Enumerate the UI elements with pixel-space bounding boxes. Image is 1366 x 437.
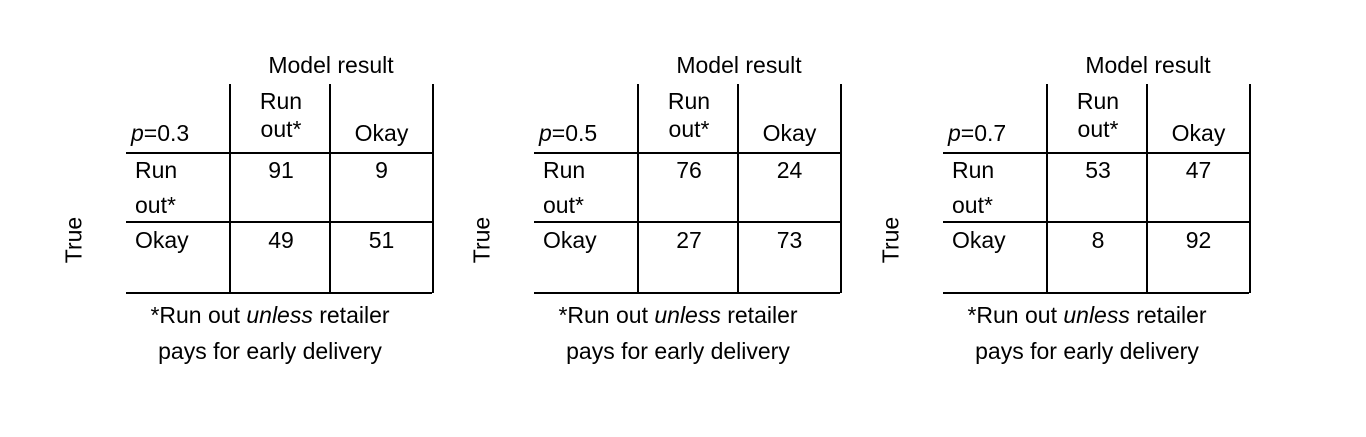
column-header-okay: Okay (354, 120, 409, 146)
model-result-title: Model result (1085, 52, 1211, 78)
grid-line-middle (126, 221, 432, 223)
grid-line-vertical-right (432, 84, 434, 293)
footnote-line-1: *Run out unless retailer (927, 297, 1247, 333)
p-value-label: p=0.7 (948, 119, 1006, 147)
footnote-line-2: pays for early delivery (566, 338, 790, 364)
footnote-line-1: *Run out unless retailer (110, 297, 430, 333)
grid-line-header (534, 152, 840, 154)
p-symbol: p (131, 120, 144, 146)
grid-line-vertical-left (1046, 84, 1048, 293)
column-header-okay: Okay (762, 120, 817, 146)
footnote-line-1: *Run out unless retailer (518, 297, 838, 333)
grid-line-bottom (943, 292, 1249, 294)
true-axis-label-text: True (877, 216, 904, 264)
p-value-label: p=0.3 (131, 119, 189, 147)
row-header-run-out: Run out* (952, 156, 994, 226)
column-header-run-out-line-2: out* (260, 116, 302, 142)
grid-line-vertical-right (1249, 84, 1251, 293)
cell-true-okay-pred-runout: 27 (676, 227, 702, 253)
cell-true-okay-pred-runout: 8 (1091, 227, 1105, 253)
footnote: *Run out unless retailer pays for early … (110, 297, 430, 369)
column-header-okay: Okay (1171, 120, 1226, 146)
grid-line-vertical-left (229, 84, 231, 293)
column-header-run-out-line-1: Run (1076, 88, 1120, 114)
grid-line-bottom (534, 292, 840, 294)
cell-true-okay-pred-okay: 73 (776, 227, 803, 253)
column-header-run-out-line-1: Run (667, 88, 711, 114)
row-header-run-out-line-1: Run (135, 157, 178, 183)
footnote: *Run out unless retailer pays for early … (927, 297, 1247, 369)
grid-line-bottom (126, 292, 432, 294)
cell-true-runout-pred-okay: 24 (776, 157, 803, 183)
p-symbol: p (948, 120, 961, 146)
row-header-run-out-line-2: out* (135, 192, 176, 218)
cell-true-okay-pred-okay: 92 (1185, 227, 1212, 253)
p-value: =0.3 (143, 120, 190, 146)
cell-true-runout-pred-okay: 9 (375, 157, 388, 183)
row-header-okay: Okay (135, 227, 189, 253)
grid-line-vertical-middle (329, 84, 331, 293)
footnote-part-b: retailer (312, 302, 390, 328)
column-header-run-out: Run out* (231, 87, 331, 143)
p-value-label: p=0.5 (539, 119, 597, 147)
cell-true-runout-pred-runout: 53 (1085, 157, 1111, 183)
confusion-matrix-panel-2: Model result Run out* Okay p=0.5 Run out… (408, 0, 842, 437)
grid-line-vertical-middle (737, 84, 739, 293)
row-header-run-out-line-2: out* (543, 192, 584, 218)
column-header-run-out: Run out* (1048, 87, 1148, 143)
row-header-run-out: Run out* (543, 156, 585, 226)
footnote-part-a: *Run out (558, 302, 655, 328)
grid-line-vertical-middle (1146, 84, 1148, 293)
confusion-matrix-panel-3: Model result Run out* Okay p=0.7 Run out… (817, 0, 1251, 437)
footnote-line-2: pays for early delivery (975, 338, 1199, 364)
footnote-part-b: retailer (1129, 302, 1207, 328)
footnote-part-b: retailer (720, 302, 798, 328)
true-axis-label-text: True (468, 216, 495, 264)
p-symbol: p (539, 120, 552, 146)
column-header-run-out-line-2: out* (1077, 116, 1119, 142)
grid-line-vertical-left (637, 84, 639, 293)
model-result-title: Model result (268, 52, 394, 78)
cell-true-runout-pred-okay: 47 (1185, 157, 1212, 183)
column-header-run-out-line-1: Run (259, 88, 303, 114)
row-header-run-out: Run out* (135, 156, 177, 226)
footnote-part-a: *Run out (150, 302, 247, 328)
p-value: =0.7 (960, 120, 1007, 146)
p-value: =0.5 (551, 120, 598, 146)
footnote: *Run out unless retailer pays for early … (518, 297, 838, 369)
confusion-matrix-panel-1: Model result Run out* Okay p=0.3 Run out… (0, 0, 434, 437)
row-header-okay: Okay (952, 227, 1006, 253)
row-header-run-out-line-1: Run (543, 157, 586, 183)
row-header-run-out-line-1: Run (952, 157, 995, 183)
cell-true-runout-pred-runout: 91 (268, 157, 294, 183)
cell-true-runout-pred-runout: 76 (676, 157, 702, 183)
cell-true-okay-pred-okay: 51 (368, 227, 395, 253)
footnote-line-2: pays for early delivery (158, 338, 382, 364)
column-header-run-out-line-2: out* (668, 116, 710, 142)
footnote-emphasis: unless (1063, 302, 1130, 328)
grid-line-vertical-right (840, 84, 842, 293)
grid-line-middle (943, 221, 1249, 223)
true-axis-label-text: True (60, 216, 87, 264)
footnote-emphasis: unless (654, 302, 721, 328)
cell-true-okay-pred-runout: 49 (268, 227, 294, 253)
footnote-part-a: *Run out (967, 302, 1064, 328)
grid-line-header (126, 152, 432, 154)
column-header-run-out: Run out* (639, 87, 739, 143)
row-header-run-out-line-2: out* (952, 192, 993, 218)
row-header-okay: Okay (543, 227, 597, 253)
model-result-title: Model result (676, 52, 802, 78)
footnote-emphasis: unless (246, 302, 313, 328)
grid-line-middle (534, 221, 840, 223)
grid-line-header (943, 152, 1249, 154)
